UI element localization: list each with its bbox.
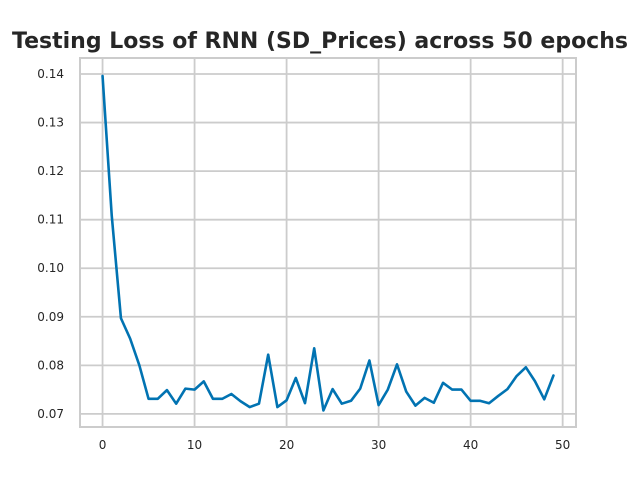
loss-series-line — [101, 74, 555, 412]
x-tick-label: 10 — [187, 438, 202, 452]
tick-labels: 0 10 20 30 40 50 0.07 0.08 0.09 0.10 0.11 0.12 0.13 0… — [37, 67, 570, 452]
x-tick-label: 40 — [463, 438, 478, 452]
x-tick-label: 50 — [555, 438, 570, 452]
grid-lines — [80, 58, 576, 427]
y-tick-label: 0.08 — [37, 358, 64, 372]
y-tick-label: 0.12 — [37, 164, 64, 178]
y-tick-label: 0.07 — [37, 407, 64, 421]
y-tick-label: 0.10 — [37, 261, 64, 275]
plot-frame — [79, 57, 577, 428]
y-tick-label: 0.14 — [37, 67, 64, 81]
x-tick-label: 30 — [371, 438, 386, 452]
x-tick-label: 20 — [279, 438, 294, 452]
y-tick-label: 0.09 — [37, 310, 64, 324]
x-tick-label: 0 — [99, 438, 107, 452]
y-tick-label: 0.11 — [37, 213, 64, 227]
series-layer — [101, 74, 555, 412]
y-tick-label: 0.13 — [37, 116, 64, 130]
chart-title: Testing Loss of RNN (SD_Prices) across 5… — [12, 29, 628, 54]
